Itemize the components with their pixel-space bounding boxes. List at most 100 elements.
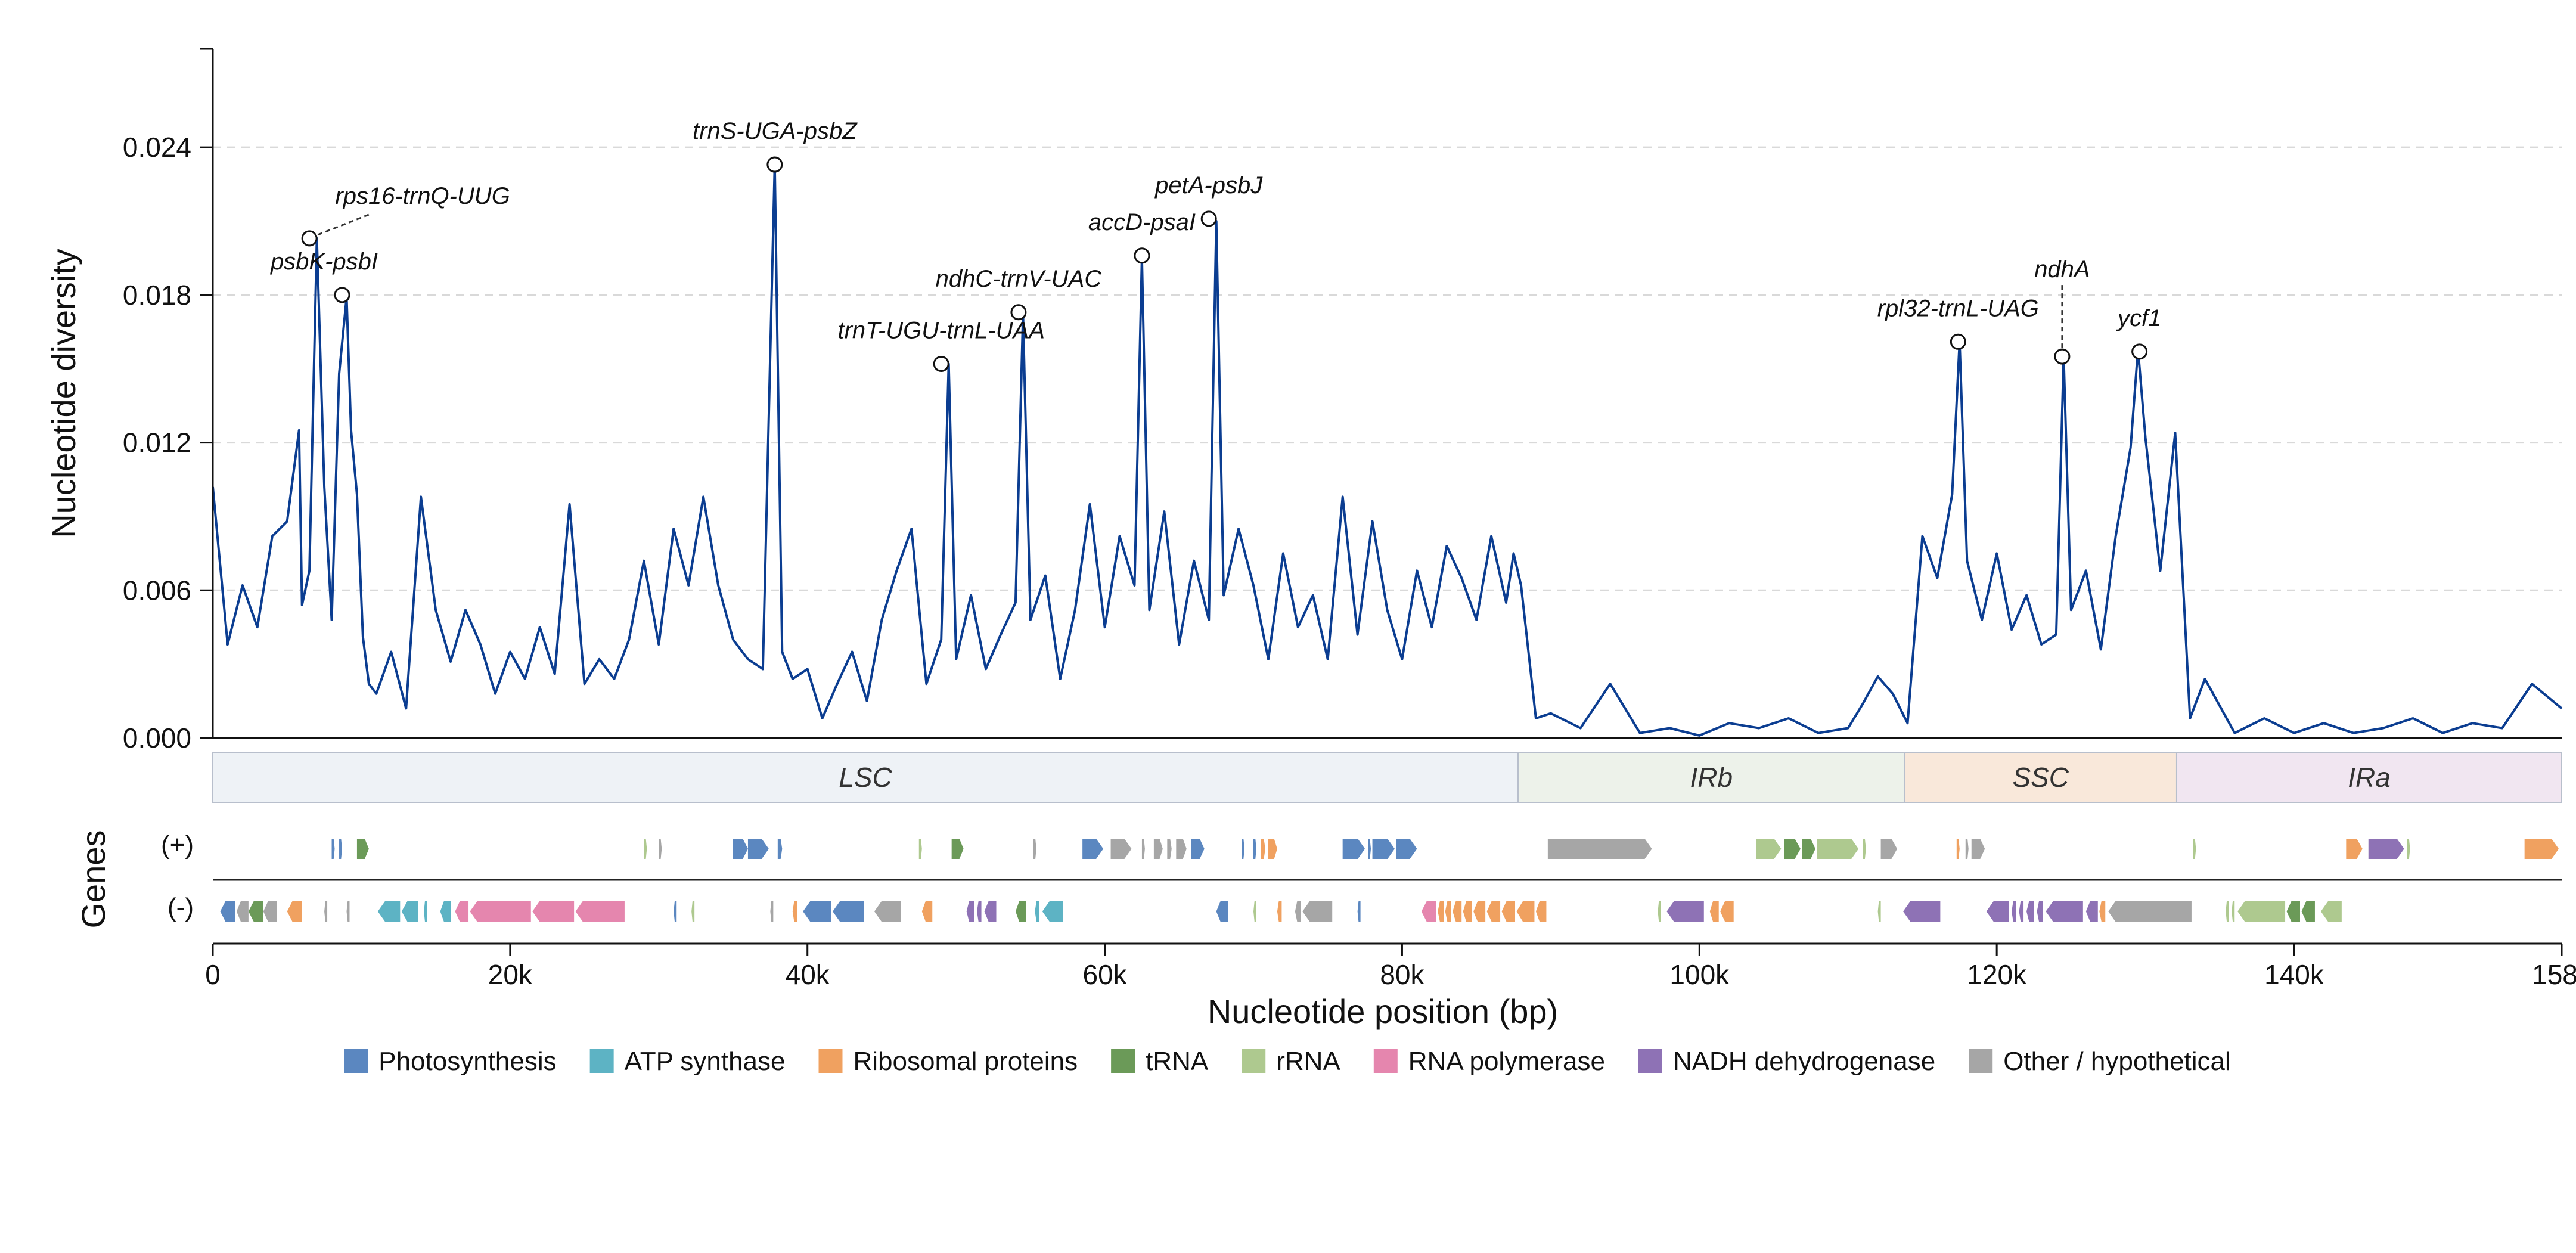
gene-arrow	[2524, 839, 2559, 859]
diversity-line-group	[212, 163, 2563, 737]
gene-arrow	[1535, 901, 1547, 922]
gene-arrow	[2226, 901, 2229, 922]
peak-leader-line	[317, 213, 370, 236]
peak-label: trnT-UGU-trnL-UAA	[837, 317, 1044, 343]
gene-arrow	[287, 901, 302, 922]
gene-arrow	[1956, 839, 1960, 859]
gene-arrow	[1666, 901, 1704, 922]
gene-arrow	[455, 901, 469, 922]
x-tick-label: 158k	[2532, 959, 2576, 990]
peak-marker	[933, 355, 949, 372]
x-tick-label: 0	[205, 959, 221, 990]
legend: Photosynthesis ATP synthase Ribosomal prot…	[344, 1047, 2231, 1076]
legend-label: ATP synthase	[625, 1047, 786, 1076]
gene-arrow	[1082, 839, 1104, 859]
gene-arrow	[921, 901, 933, 922]
gene-arrow	[1015, 901, 1026, 922]
gene-arrow	[1035, 901, 1039, 922]
gene-arrow	[424, 901, 427, 922]
gene-arrow	[346, 901, 350, 922]
gene-arrow	[1965, 839, 1969, 859]
legend-swatch	[1373, 1049, 1398, 1073]
gene-arrow	[1863, 839, 1866, 859]
gene-arrow	[248, 901, 263, 922]
gene-arrow	[918, 839, 922, 859]
gene-arrow	[2108, 901, 2192, 922]
x-tick-label: 100k	[1669, 959, 1730, 990]
gene-arrow	[659, 839, 662, 859]
region-label: IRb	[1690, 762, 1733, 793]
legend-swatch	[1638, 1049, 1662, 1073]
peak-marker	[1200, 210, 1217, 227]
gene-arrow	[1986, 901, 2009, 922]
gene-arrow	[1372, 839, 1395, 859]
gene-arrow	[2026, 901, 2034, 922]
legend-label: NADH dehydrogenase	[1673, 1047, 1935, 1076]
gene-arrow	[1802, 839, 1815, 859]
axes: 0.000 0.006 0.012 0.018 0.024	[123, 48, 2562, 753]
gene-tracks	[213, 839, 2562, 922]
legend-label: Ribosomal proteins	[853, 1047, 1078, 1076]
gene-arrow	[1242, 839, 1245, 859]
x-tick-label: 20k	[488, 959, 533, 990]
gene-arrow	[1709, 901, 1719, 922]
gene-arrow	[1473, 901, 1486, 922]
gene-arrow	[1658, 901, 1661, 922]
gene-arrow	[532, 901, 575, 922]
peak-annotations: rps16-trnQ-UUG psbK-psbI trnS-UGA-psbZ trnT…	[270, 118, 2161, 372]
gene-arrow	[1302, 901, 1333, 922]
gene-arrow	[2193, 839, 2196, 859]
x-axis: 0 20k 40k 60k 80k 100k 120k 140k 158k	[205, 942, 2576, 990]
peak-label: petA-psbJ	[1154, 172, 1263, 199]
genes-axis-title: Genes	[75, 830, 112, 929]
minus-strand-label: (-)	[167, 893, 194, 922]
region-label: SSC	[2012, 762, 2069, 793]
gene-arrow	[377, 901, 401, 922]
peak-marker	[2054, 348, 2071, 365]
peak-label: ycf1	[2116, 305, 2161, 331]
gene-arrow	[966, 901, 974, 922]
gene-arrow	[770, 901, 774, 922]
gene-arrow	[1756, 839, 1782, 859]
gene-arrow	[440, 901, 451, 922]
legend-label: Other / hypothetical	[2003, 1047, 2231, 1076]
gene-arrow	[1877, 901, 1881, 922]
gene-arrow	[1784, 839, 1801, 859]
gene-arrow	[2407, 839, 2410, 859]
gene-arrow	[691, 901, 695, 922]
peak-marker	[1010, 304, 1027, 321]
gene-arrow	[401, 901, 418, 922]
region-label: LSC	[839, 762, 892, 793]
gene-arrow	[874, 901, 901, 922]
gene-arrow	[977, 901, 982, 922]
region-band-ira	[2175, 752, 2562, 803]
peak-marker	[766, 156, 783, 173]
x-tick-label: 140k	[2264, 959, 2324, 990]
gene-arrow	[1342, 839, 1365, 859]
legend-swatch	[818, 1049, 843, 1073]
region-band-lsc	[212, 752, 1519, 803]
peak-label: psbK-psbI	[270, 249, 378, 275]
y-axis-title: Nucleotide diversity	[45, 249, 82, 538]
gene-arrow	[2099, 901, 2106, 922]
gene-arrow	[2320, 901, 2342, 922]
region-label: IRa	[2348, 762, 2391, 793]
gene-arrow	[984, 901, 997, 922]
gene-arrow	[747, 839, 769, 859]
legend-label: rRNA	[1276, 1047, 1340, 1076]
plus-strand-label: (+)	[161, 830, 194, 860]
gene-arrow	[1486, 901, 1501, 922]
y-tick-label: 0.000	[123, 722, 191, 753]
peak-label: rps16-trnQ-UUG	[335, 183, 510, 209]
x-tick-label: 80k	[1380, 959, 1424, 990]
peak-label: ndhA	[2034, 256, 2090, 283]
gene-arrow	[220, 901, 235, 922]
peak-label: ndhC-trnV-UAC	[936, 266, 1103, 292]
gene-arrow	[792, 901, 797, 922]
legend-label: RNA polymerase	[1408, 1047, 1605, 1076]
gene-arrow	[2232, 901, 2235, 922]
gene-arrow	[2046, 901, 2083, 922]
peak-marker	[1134, 247, 1150, 264]
gene-arrow	[1141, 839, 1145, 859]
